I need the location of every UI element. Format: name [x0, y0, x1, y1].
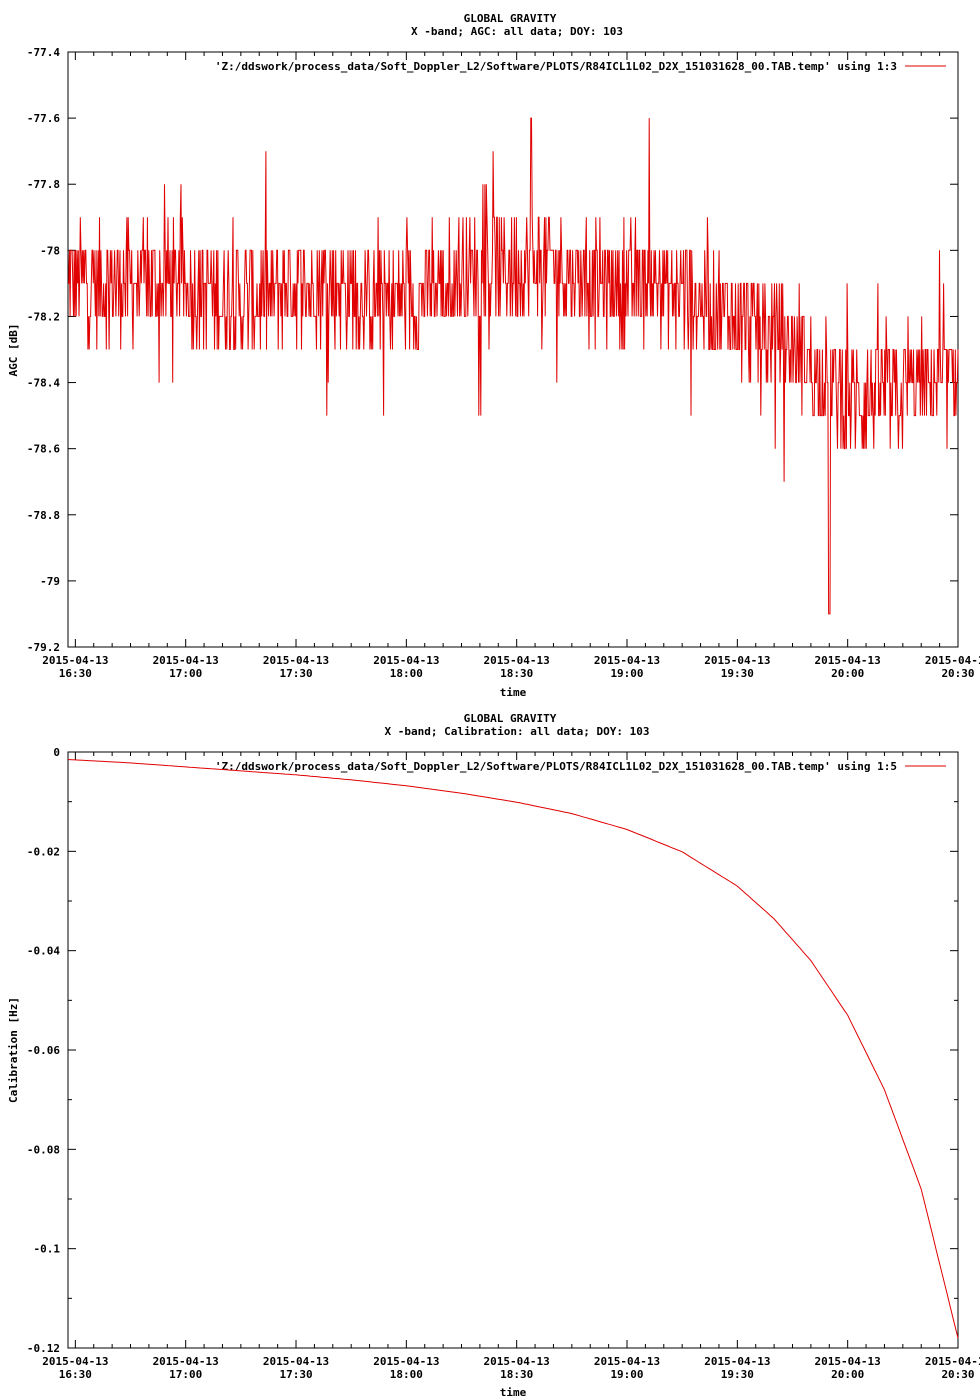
x-tick-time: 19:30: [721, 667, 754, 680]
y-tick-label: -0.06: [27, 1044, 60, 1057]
y-tick-label: -0.12: [27, 1342, 60, 1355]
y-tick-label: -77.6: [27, 112, 60, 125]
x-tick-date: 2015-04-13: [263, 654, 329, 667]
x-tick-time: 17:00: [169, 1368, 202, 1381]
x-tick-time: 20:00: [831, 1368, 864, 1381]
legend-entry: 'Z:/ddswork/process_data/Soft_Doppler_L2…: [215, 760, 897, 773]
x-tick-date: 2015-04-13: [373, 654, 439, 667]
y-tick-label: -0.1: [34, 1243, 61, 1256]
x-tick-date: 2015-04-13: [925, 654, 980, 667]
y-tick-label: -77.4: [27, 46, 60, 59]
x-tick-date: 2015-04-13: [815, 1355, 881, 1368]
x-tick-date: 2015-04-13: [815, 654, 881, 667]
x-tick-date: 2015-04-13: [42, 654, 108, 667]
x-tick-time: 20:30: [941, 1368, 974, 1381]
chart-subtitle: X -band; AGC: all data; DOY: 103: [411, 25, 623, 38]
y-tick-label: -79: [40, 575, 60, 588]
y-axis-label: Calibration [Hz]: [7, 997, 20, 1103]
x-tick-date: 2015-04-13: [704, 1355, 770, 1368]
x-tick-time: 20:00: [831, 667, 864, 680]
chart-title: GLOBAL GRAVITY: [464, 712, 557, 725]
x-tick-date: 2015-04-13: [42, 1355, 108, 1368]
x-tick-date: 2015-04-13: [594, 1355, 660, 1368]
x-tick-time: 17:30: [279, 1368, 312, 1381]
x-tick-time: 16:30: [59, 667, 92, 680]
y-tick-label: -0.02: [27, 845, 60, 858]
y-tick-label: -78.8: [27, 509, 60, 522]
x-tick-time: 16:30: [59, 1368, 92, 1381]
calibration-chart: GLOBAL GRAVITY X -band; Calibration: all…: [7, 712, 980, 1399]
chart-subtitle: X -band; Calibration: all data; DOY: 103: [385, 725, 650, 738]
x-tick-time: 19:00: [610, 1368, 643, 1381]
y-axis: -77.4 -77.6 -77.8 -78 -78.2 -78.4 -78.6 -78.8 -7…: [27, 46, 958, 654]
y-tick-label: 0: [53, 746, 60, 759]
series-line-agc: [68, 117, 959, 615]
x-tick-date: 2015-04-13: [484, 654, 550, 667]
x-tick-time: 19:30: [721, 1368, 754, 1381]
x-tick-date: 2015-04-13: [153, 1355, 219, 1368]
y-tick-label: -0.08: [27, 1143, 60, 1156]
chart-title: GLOBAL GRAVITY: [464, 12, 557, 25]
x-tick-date: 2015-04-13: [704, 654, 770, 667]
y-tick-label: -78: [40, 244, 60, 257]
series-line-calibration: [67, 759, 959, 1339]
x-tick-date: 2015-04-13: [263, 1355, 329, 1368]
y-tick-label: -79.2: [27, 641, 60, 654]
x-tick-time: 17:00: [169, 667, 202, 680]
x-axis-label: time: [500, 1386, 527, 1399]
x-tick-date: 2015-04-13: [153, 654, 219, 667]
x-tick-time: 18:30: [500, 1368, 533, 1381]
plot-frame: [67, 751, 959, 1349]
x-tick-time: 19:00: [610, 667, 643, 680]
x-axis: 2015-04-1316:302015-04-1317:002015-04-13…: [42, 52, 980, 680]
legend-entry: 'Z:/ddswork/process_data/Soft_Doppler_L2…: [215, 60, 897, 73]
y-tick-label: -0.04: [27, 945, 60, 958]
x-tick-time: 18:30: [500, 667, 533, 680]
x-tick-time: 18:00: [390, 1368, 423, 1381]
plot-frame: [67, 51, 959, 648]
y-tick-label: -77.8: [27, 178, 60, 191]
x-tick-date: 2015-04-13: [925, 1355, 980, 1368]
x-tick-time: 17:30: [279, 667, 312, 680]
x-tick-time: 20:30: [941, 667, 974, 680]
y-axis-label: AGC [dB]: [7, 324, 20, 377]
x-tick-time: 18:00: [390, 667, 423, 680]
agc-chart: GLOBAL GRAVITY X -band; AGC: all data; D…: [7, 12, 980, 699]
y-axis: 0 -0.02 -0.04 -0.06 -0.08 -0.1 -0.12: [27, 746, 958, 1355]
x-axis: 2015-04-1316:302015-04-1317:002015-04-13…: [42, 752, 980, 1381]
x-tick-date: 2015-04-13: [373, 1355, 439, 1368]
x-tick-date: 2015-04-13: [594, 654, 660, 667]
x-tick-date: 2015-04-13: [484, 1355, 550, 1368]
y-tick-label: -78.6: [27, 443, 60, 456]
x-axis-label: time: [500, 686, 527, 699]
y-tick-label: -78.2: [27, 310, 60, 323]
y-tick-label: -78.4: [27, 377, 60, 390]
